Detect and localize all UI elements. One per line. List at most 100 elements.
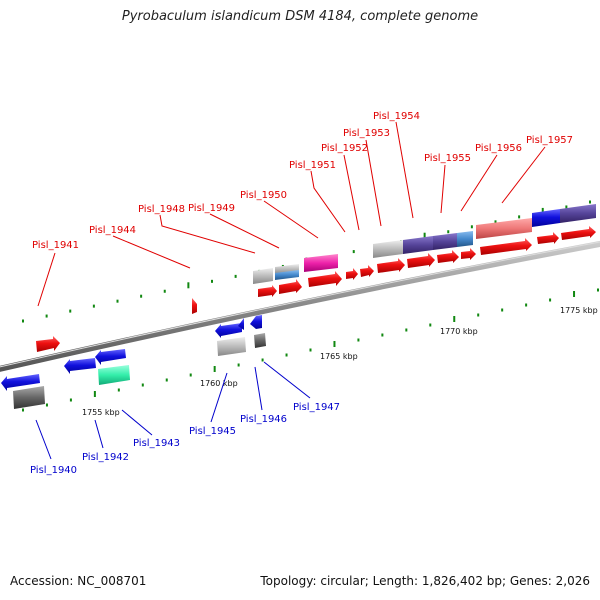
scale-tick (285, 353, 288, 357)
genome-backbone (0, 240, 600, 372)
gene-pisl-1941[interactable] (36, 336, 60, 352)
gene-pisl-1948[interactable] (258, 285, 277, 297)
leader-pisl-1953 (365, 139, 382, 227)
scale-tick (429, 323, 432, 327)
label-pisl-1955[interactable]: Pisl_1955 (424, 153, 471, 164)
scale-tick (45, 403, 48, 407)
scale-tick (237, 363, 240, 367)
scale-tick (549, 298, 552, 302)
label-pisl-1943[interactable]: Pisl_1943 (133, 438, 180, 449)
scale-label-1760: 1760 kbp (200, 379, 238, 388)
scale-tick (357, 338, 360, 342)
scale-labels: 1755 kbp 1760 kbp 1765 kbp 1770 kbp 1775… (82, 306, 598, 417)
label-pisl-1954[interactable]: Pisl_1954 (373, 111, 420, 122)
scale-label-1775: 1775 kbp (560, 306, 598, 315)
feature-darkgray-1940 (13, 386, 45, 409)
label-pisl-1953[interactable]: Pisl_1953 (343, 128, 390, 139)
label-pisl-1947[interactable]: Pisl_1947 (293, 402, 340, 413)
feature-darkgray-1946 (254, 333, 266, 348)
leader-pisl-1947 (263, 361, 311, 399)
leader-pisl-1951 (310, 170, 346, 233)
scale-tick (541, 207, 544, 214)
gene-pisl-1942[interactable] (64, 358, 96, 374)
scale-tick (141, 383, 144, 387)
label-pisl-1951[interactable]: Pisl_1951 (289, 160, 336, 171)
footer-accession: Accession: NC_008701 (10, 574, 147, 588)
scale-tick (116, 299, 119, 303)
leader-pisl-1956 (460, 154, 498, 212)
leader-pisl-1954 (395, 121, 414, 219)
label-pisl-1940[interactable]: Pisl_1940 (30, 465, 77, 476)
gene-labels: Pisl_1940 Pisl_1941 Pisl_1942 Pisl_1943 … (30, 111, 573, 476)
label-pisl-1957[interactable]: Pisl_1957 (526, 135, 573, 146)
scale-tick (140, 294, 143, 298)
feature-gray-1945 (217, 337, 246, 356)
scale-tick (597, 288, 599, 292)
label-pisl-1941[interactable]: Pisl_1941 (32, 240, 79, 251)
scale-tick (165, 378, 168, 382)
gene-pisl-1946[interactable] (238, 318, 244, 330)
gene-pisl-1947[interactable] (250, 315, 262, 329)
feature-gray-1948 (253, 268, 273, 284)
scale-tick (69, 398, 72, 402)
feature-gray-1953 (373, 240, 403, 258)
label-pisl-1956[interactable]: Pisl_1956 (475, 143, 522, 154)
label-pisl-1949[interactable]: Pisl_1949 (188, 203, 235, 214)
scale-tick (477, 313, 480, 317)
feature-magenta-1950 (304, 254, 338, 272)
gene-pisl-1952[interactable] (360, 265, 374, 277)
feature-purple-1957 (560, 204, 596, 223)
gene-pisl-1945[interactable] (215, 323, 242, 338)
gene-pisl-1955b[interactable] (461, 248, 476, 260)
gene-pisl-1957[interactable] (561, 226, 596, 240)
label-pisl-1950[interactable]: Pisl_1950 (240, 190, 287, 201)
scale-tick (309, 348, 312, 352)
gene-pisl-1954[interactable] (407, 253, 435, 268)
leader-pisl-1946 (254, 366, 263, 411)
scale-tick (453, 316, 456, 322)
scale-tick (187, 282, 190, 289)
feature-blue-1957 (532, 209, 560, 227)
label-pisl-1952[interactable]: Pisl_1952 (321, 143, 368, 154)
scale-tick (163, 289, 166, 293)
label-pisl-1945[interactable]: Pisl_1945 (189, 426, 236, 437)
gene-pisl-1940[interactable] (1, 374, 40, 391)
scale-tick (518, 215, 521, 219)
gene-pisl-1951[interactable] (346, 268, 358, 280)
label-pisl-1946[interactable]: Pisl_1946 (240, 414, 287, 425)
scale-tick (405, 328, 408, 332)
feature-salmon-1956 (476, 218, 532, 239)
label-leader-lines (35, 121, 546, 460)
scale-tick (565, 205, 568, 209)
gene-pisl-1943[interactable] (95, 349, 126, 365)
leader-pisl-1944 (112, 235, 191, 269)
scale-tick (589, 200, 591, 204)
leader-pisl-1945 (210, 372, 228, 423)
leader-pisl-1952 (343, 154, 360, 231)
gene-pisl-1950[interactable] (308, 271, 342, 287)
scale-label-1765: 1765 kbp (320, 352, 358, 361)
leader-pisl-1950 (263, 200, 319, 239)
gene-pisl-1956b[interactable] (537, 232, 559, 244)
leader-pisl-1957 (501, 146, 546, 204)
genome-title: Pyrobaculum islandicum DSM 4184, complet… (121, 9, 479, 24)
leader-pisl-1940 (35, 419, 52, 460)
scale-tick (333, 341, 336, 347)
feature-teal-1942 (98, 365, 130, 385)
gene-pisl-1956[interactable] (480, 238, 532, 255)
gene-pisl-1953[interactable] (377, 258, 405, 273)
gene-pisl-1955[interactable] (437, 250, 459, 263)
genome-backbone-highlight (0, 241, 600, 368)
footer-topology: Topology: circular; Length: 1,826,402 bp… (260, 574, 590, 588)
label-pisl-1942[interactable]: Pisl_1942 (82, 452, 129, 463)
scale-tick (213, 366, 216, 372)
leader-pisl-1955 (440, 164, 446, 214)
scale-tick (423, 232, 426, 239)
gene-pisl-1944[interactable] (192, 298, 197, 314)
label-pisl-1944[interactable]: Pisl_1944 (89, 225, 136, 236)
leader-pisl-1948 (159, 214, 256, 254)
gene-pisl-1949[interactable] (279, 279, 302, 294)
label-pisl-1948[interactable]: Pisl_1948 (138, 204, 185, 215)
scale-tick (69, 309, 72, 313)
